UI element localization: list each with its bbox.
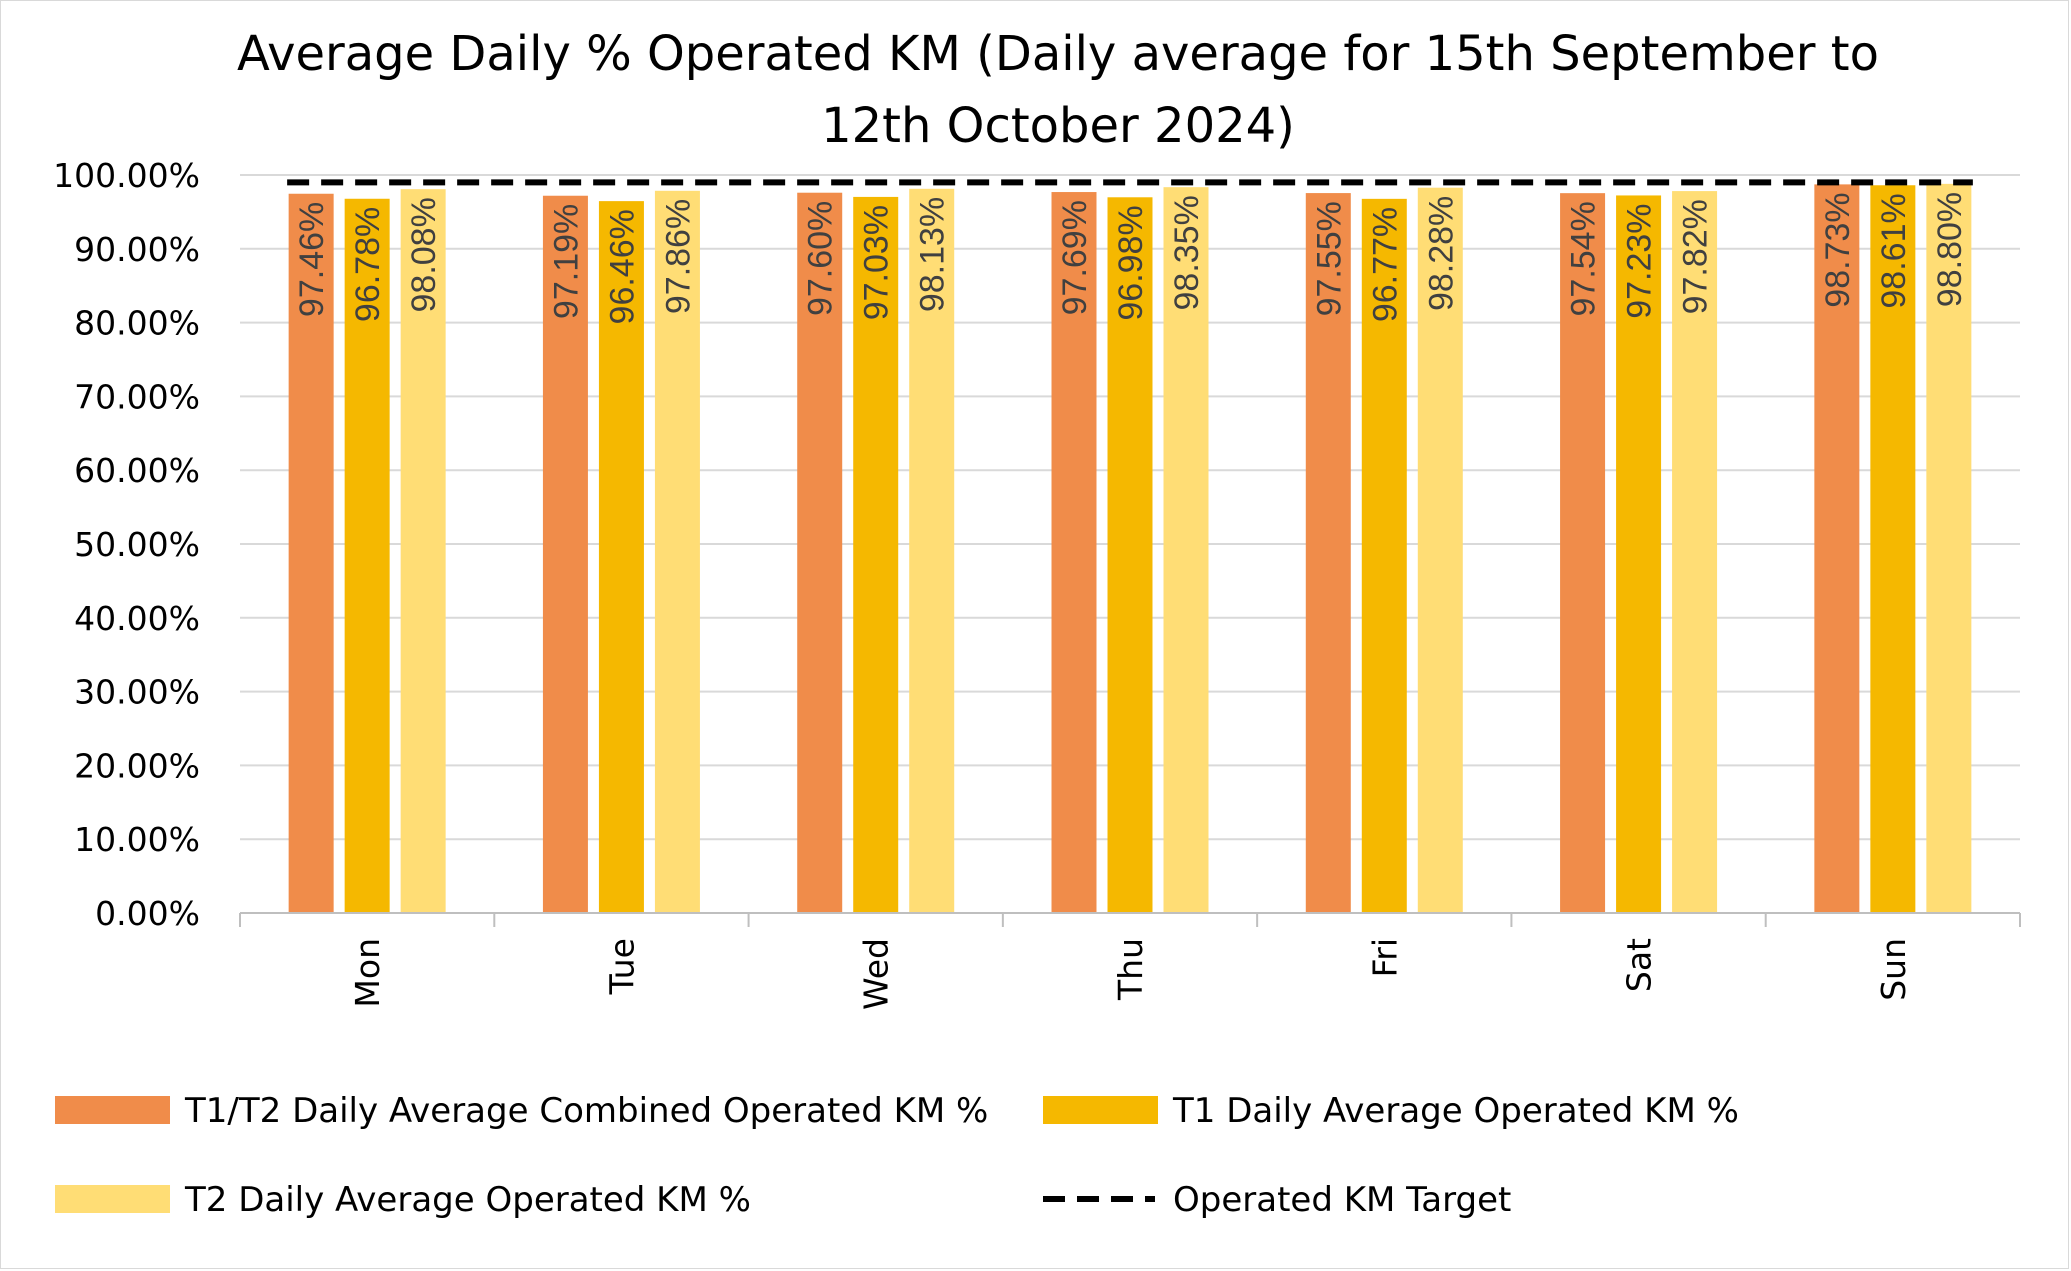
data-label: 97.55%	[1310, 201, 1348, 316]
legend-swatch	[1043, 1096, 1158, 1124]
data-label: 96.98%	[1112, 205, 1150, 320]
bar	[909, 188, 955, 913]
data-label: 97.03%	[858, 205, 896, 320]
chart-title: Average Daily % Operated KM (Daily avera…	[237, 26, 1879, 154]
y-axis-ticks: 0.00% 10.00% 20.00% 30.00% 40.00% 50.00% 60.00…	[53, 156, 200, 933]
data-label: 98.73%	[1819, 192, 1857, 307]
legend-swatch	[55, 1096, 170, 1124]
y-tick-label: 30.00%	[74, 673, 200, 712]
y-tick-label: 20.00%	[74, 746, 200, 785]
data-label: 96.77%	[1366, 207, 1404, 322]
legend-item: T1/T2 Daily Average Combined Operated KM…	[55, 1091, 988, 1131]
y-tick-label: 10.00%	[74, 820, 200, 859]
x-tick-label: Wed	[857, 938, 896, 1010]
x-tick-label: Mon	[348, 938, 387, 1008]
data-labels: 97.46% 96.78% 98.08% 97.19% 96.46% 97.86% 97.6…	[293, 192, 1969, 325]
bars	[288, 183, 1972, 914]
y-tick-label: 40.00%	[74, 599, 200, 638]
bar	[1814, 184, 1860, 913]
bar	[1672, 191, 1718, 914]
legend-label: T2 Daily Average Operated KM %	[184, 1180, 751, 1220]
data-label: 98.80%	[1931, 192, 1969, 307]
chart-title-line: Average Daily % Operated KM (Daily avera…	[237, 26, 1879, 82]
data-label: 97.23%	[1621, 203, 1659, 318]
bar	[1417, 187, 1463, 913]
data-label: 97.19%	[547, 204, 585, 319]
bar	[1870, 185, 1916, 914]
x-tick-label: Tue	[602, 938, 641, 995]
y-tick-label: 50.00%	[74, 525, 200, 564]
data-label: 98.61%	[1875, 193, 1913, 308]
y-tick-label: 0.00%	[95, 894, 200, 933]
x-tick-label: Fri	[1365, 938, 1404, 977]
x-tick-label: Sat	[1620, 938, 1659, 992]
bar	[1163, 187, 1209, 913]
bar	[1361, 198, 1407, 913]
data-label: 97.86%	[659, 199, 697, 314]
bar	[853, 196, 899, 914]
data-label: 98.35%	[1168, 195, 1206, 310]
bar	[1926, 183, 1972, 913]
legend-item: Operated KM Target	[1043, 1180, 1511, 1220]
chart-title-line: 12th October 2024)	[821, 98, 1295, 154]
bar	[288, 193, 334, 914]
bar	[1107, 197, 1153, 913]
bar	[542, 195, 588, 913]
legend-item: T1 Daily Average Operated KM %	[1043, 1091, 1739, 1131]
legend-label: T1 Daily Average Operated KM %	[1172, 1091, 1739, 1131]
data-label: 98.08%	[405, 197, 443, 312]
data-label: 97.69%	[1056, 200, 1094, 315]
data-label: 97.54%	[1565, 201, 1603, 316]
bar	[654, 190, 700, 913]
bar	[598, 201, 644, 914]
y-tick-label: 70.00%	[74, 377, 200, 416]
x-axis	[239, 912, 2021, 927]
data-label: 97.60%	[802, 201, 840, 316]
bar	[1616, 195, 1662, 913]
data-label: 96.78%	[349, 207, 387, 322]
y-tick-label: 90.00%	[74, 230, 200, 269]
x-axis-ticks: Mon Tue Wed Thu Fri Sat Sun	[348, 938, 1913, 1010]
bar	[1560, 193, 1606, 914]
data-label: 97.46%	[293, 202, 331, 317]
x-tick-label: Thu	[1111, 938, 1150, 1001]
y-tick-label: 80.00%	[74, 304, 200, 343]
data-label: 97.82%	[1677, 199, 1715, 314]
legend-label: T1/T2 Daily Average Combined Operated KM…	[184, 1091, 988, 1131]
x-tick-label: Sun	[1874, 938, 1913, 1001]
bar	[1305, 193, 1351, 913]
legend-item: T2 Daily Average Operated KM %	[55, 1180, 751, 1220]
y-tick-label: 100.00%	[53, 156, 200, 195]
bar	[1051, 192, 1097, 914]
legend: T1/T2 Daily Average Combined Operated KM…	[55, 1091, 1739, 1220]
data-label: 98.13%	[914, 197, 952, 312]
legend-label: Operated KM Target	[1173, 1180, 1511, 1220]
legend-swatch	[55, 1185, 170, 1213]
data-label: 96.46%	[603, 209, 641, 324]
y-tick-label: 60.00%	[74, 451, 200, 490]
bar	[400, 189, 446, 913]
bar	[797, 192, 843, 913]
data-label: 98.28%	[1422, 196, 1460, 311]
bar	[344, 198, 390, 913]
